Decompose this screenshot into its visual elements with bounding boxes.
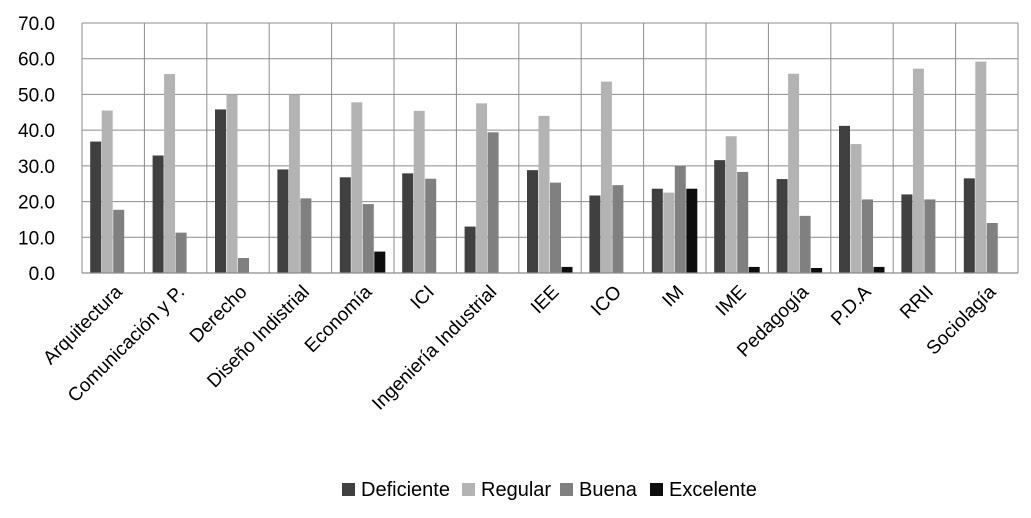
bar-regular (663, 192, 675, 273)
y-tick-label: 50.0 (18, 85, 55, 106)
bar-buena (862, 199, 873, 273)
legend-label: Deficiente (361, 479, 450, 501)
bar-regular (725, 136, 737, 273)
bar-buena (674, 165, 686, 273)
bar-excelente (873, 266, 885, 273)
bar-buena (300, 198, 312, 273)
bar-regular (476, 103, 488, 273)
legend-swatch (560, 483, 573, 496)
legend-item-deficiente: Deficiente (342, 479, 450, 501)
grid-layer (81, 22, 1019, 274)
bars-layer (90, 61, 998, 274)
legend-item-regular: Regular (462, 479, 551, 501)
bar-regular (850, 144, 862, 273)
bar-buena (487, 132, 499, 273)
legend-swatch (650, 483, 663, 496)
bar-excelente (686, 188, 698, 273)
legend-swatch (462, 483, 475, 496)
bar-regular (788, 73, 800, 273)
category-label: Economía (301, 281, 377, 357)
category-label: IM (659, 282, 689, 312)
bar-regular (975, 61, 987, 274)
bar-excelente (374, 251, 386, 273)
bar-deficiente (651, 188, 663, 273)
bar-regular (226, 94, 238, 273)
legend: Deficiente Regular Buena Excelente (342, 479, 757, 501)
bar-buena (362, 204, 374, 273)
bar-deficiente (901, 194, 913, 273)
bar-deficiente (402, 173, 414, 273)
bar-deficiente (277, 169, 289, 273)
bar-regular (351, 102, 363, 274)
bar-excelente (561, 266, 573, 273)
bar-excelente (811, 268, 823, 273)
bar-buena (737, 171, 749, 273)
bar-regular (101, 110, 113, 273)
bar-deficiente (152, 155, 164, 273)
bar-excelente (748, 266, 760, 273)
category-label: IME (712, 282, 751, 321)
y-tick-label: 0.0 (29, 264, 55, 285)
bar-regular (912, 68, 924, 273)
bar-regular (288, 94, 300, 273)
bar-regular (164, 74, 176, 273)
bar-buena (924, 199, 936, 273)
legend-item-excelente: Excelente (650, 479, 757, 501)
legend-label: Buena (579, 479, 638, 501)
bar-deficiente (464, 226, 476, 273)
category-label: Comunicación y P. (64, 282, 189, 407)
bar-buena (986, 223, 998, 273)
bar-regular (538, 115, 550, 273)
bar-buena (799, 215, 811, 273)
bar-buena (175, 232, 187, 273)
category-label: IEE (527, 282, 564, 319)
bar-regular (600, 81, 612, 273)
bar-buena (550, 182, 561, 273)
category-label: ICO (587, 282, 626, 321)
category-label: Derecho (186, 282, 252, 348)
legend-swatch (342, 483, 355, 496)
category-label: P.D.A (827, 281, 875, 329)
bar-deficiente (714, 160, 726, 273)
bar-deficiente (589, 195, 601, 273)
bar-regular (413, 110, 425, 273)
bar-deficiente (527, 170, 538, 273)
bar-deficiente (776, 179, 788, 273)
y-tick-label: 60.0 (18, 50, 55, 71)
category-label: RRII (896, 282, 938, 324)
y-tick-label: 10.0 (18, 228, 55, 249)
legend-label: Excelente (669, 479, 757, 501)
y-tick-label: 40.0 (18, 121, 55, 142)
category-label: Ingeniería Industrial (368, 282, 501, 415)
legend-item-buena: Buena (560, 479, 638, 501)
bar-buena (612, 185, 624, 273)
y-tick-label: 70.0 (18, 14, 55, 35)
y-tick-label: 30.0 (18, 157, 55, 178)
y-axis: 0.0 10.0 20.0 30.0 40.0 50.0 60.0 70.0 (18, 14, 55, 285)
bar-buena (113, 209, 125, 273)
bar-deficiente (339, 177, 351, 273)
bar-deficiente (839, 125, 850, 273)
y-tick-label: 20.0 (18, 193, 55, 214)
category-label: ICI (407, 282, 439, 314)
legend-label: Regular (481, 479, 551, 501)
bar-deficiente (215, 109, 226, 273)
bar-deficiente (963, 178, 975, 273)
bar-deficiente (90, 141, 102, 273)
bar-buena (425, 178, 437, 273)
bar-buena (238, 258, 249, 273)
